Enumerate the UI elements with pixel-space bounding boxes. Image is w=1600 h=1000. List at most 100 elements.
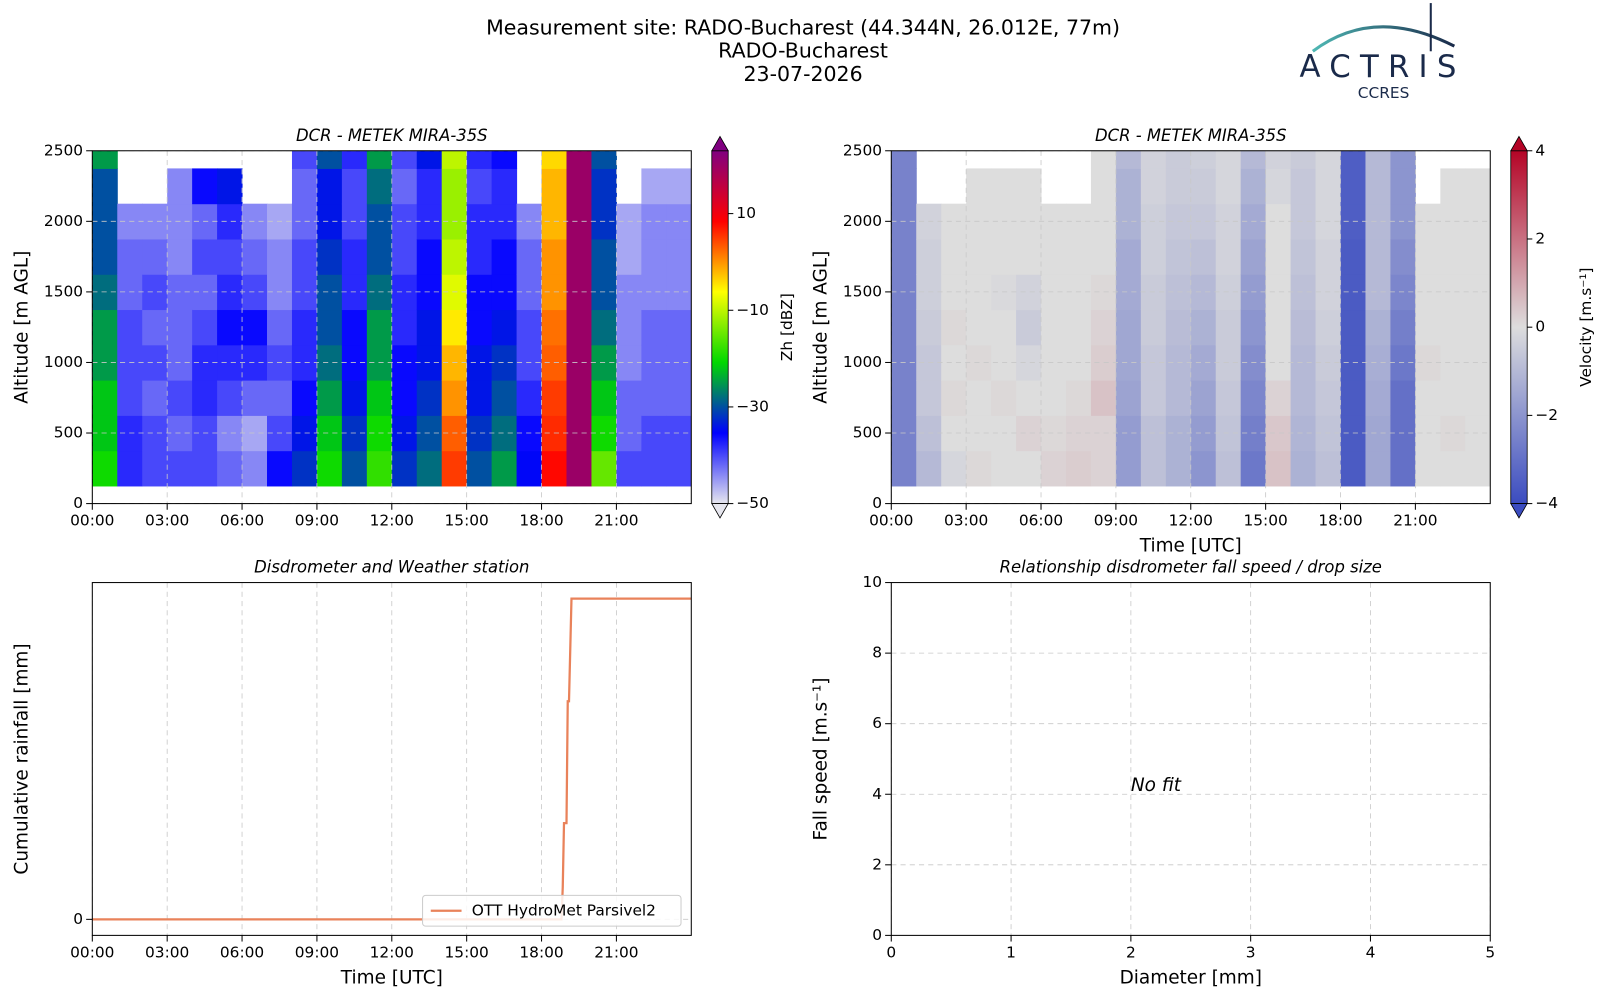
heatmap-cell [516, 309, 543, 346]
heatmap-cell [167, 309, 193, 346]
colorbar-tick-label: 0 [1535, 318, 1545, 336]
heatmap-cell [1190, 344, 1217, 381]
heatmap-cell [1165, 309, 1192, 346]
y-axis-label: Altitude [m AGL] [12, 251, 33, 404]
heatmap-cell [916, 450, 942, 487]
heatmap-cell [941, 274, 967, 311]
heatmap-cell [416, 380, 443, 416]
panel-title: DCR - METEK MIRA-35S [1095, 126, 1287, 145]
annotation: No fit [1131, 775, 1182, 796]
heatmap-cell [1265, 380, 1292, 416]
heatmap-cell [1115, 203, 1142, 240]
heatmap-cell [416, 238, 443, 275]
heatmap-cell [666, 238, 692, 275]
heatmap-cell [641, 380, 667, 416]
heatmap-cell [491, 274, 518, 311]
heatmap-cell [966, 450, 992, 487]
heatmap-cell [391, 238, 418, 275]
heatmap-cell [341, 238, 368, 275]
heatmap-cell [1115, 150, 1142, 169]
heatmap-cell [291, 150, 318, 169]
heatmap-cell [242, 309, 268, 346]
heatmap-cell [516, 450, 543, 487]
heatmap-cell [441, 168, 468, 205]
heatmap-cell [616, 309, 642, 346]
heatmap-cell [941, 415, 967, 452]
colorbar-extend-bottom [1510, 503, 1528, 519]
heatmap-cell [666, 450, 692, 487]
colorbar-tick-label: 4 [1535, 141, 1545, 159]
heatmap-cell [1215, 380, 1242, 416]
heatmap-cell [341, 309, 368, 346]
heatmap-cell [242, 203, 268, 240]
y-tick-label: 2 [872, 855, 882, 873]
heatmap-cell [1240, 450, 1267, 487]
heatmap-cell [1465, 168, 1491, 205]
heatmap-cell [366, 309, 393, 346]
heatmap-cell [1215, 450, 1242, 487]
x-tick-label: 4 [1366, 943, 1376, 961]
heatmap-cell [1041, 203, 1067, 240]
heatmap-cell [1365, 238, 1391, 275]
heatmap-cell [142, 274, 168, 311]
heatmap-cell [341, 168, 368, 205]
heatmap-cell [366, 380, 393, 416]
heatmap-cell [1090, 380, 1117, 416]
heatmap-cell [117, 380, 143, 416]
heatmap-cell [416, 450, 443, 487]
heatmap-cell [217, 450, 243, 487]
x-tick-label: 15:00 [1243, 512, 1287, 530]
heatmap-cell [1390, 309, 1416, 346]
heatmap-cell [1315, 238, 1342, 275]
heatmap-cell [641, 344, 667, 381]
heatmap-cell [316, 238, 343, 275]
heatmap-cell [117, 309, 143, 346]
heatmap-cell [1215, 238, 1242, 275]
heatmap-cell [1315, 380, 1342, 416]
heatmap-cell [466, 203, 493, 240]
heatmap-cell [666, 168, 692, 205]
heatmap-cell [167, 238, 193, 275]
heatmap-cell [566, 150, 592, 169]
heatmap-cell [391, 380, 418, 416]
heatmap-cell [1016, 309, 1042, 346]
heatmap-cell [1365, 203, 1391, 240]
x-tick-label: 03:00 [145, 943, 189, 961]
heatmap-cell [966, 168, 992, 205]
x-tick-label: 2 [1126, 943, 1136, 961]
heatmap-cell [591, 150, 617, 169]
heatmap-cell [1016, 380, 1042, 416]
heatmap-cell [142, 203, 168, 240]
panel-title: Disdrometer and Weather station [254, 558, 529, 577]
heatmap-cell [1140, 380, 1167, 416]
colorbar-extend-top [711, 135, 729, 152]
heatmap-cell [966, 380, 992, 416]
heatmap-cell [1365, 150, 1391, 169]
x-tick-label: 5 [1485, 943, 1495, 961]
heatmap-cell [1440, 309, 1466, 346]
heatmap-cell [1115, 450, 1142, 487]
colorbar-tick-label: 10 [736, 204, 756, 222]
legend-box [422, 894, 682, 927]
heatmap-cell [916, 309, 942, 346]
heatmap-cell [441, 238, 468, 275]
heatmap-cell [566, 203, 592, 240]
heatmap-cell [1140, 450, 1167, 487]
x-tick-label: 09:00 [295, 943, 339, 961]
heatmap-cell [92, 450, 118, 487]
x-axis-label: Diameter [mm] [1120, 967, 1262, 988]
heatmap-cell [242, 344, 268, 381]
heatmap-cell [1365, 415, 1391, 452]
heatmap-cell [1390, 238, 1416, 275]
y-tick-label: 1000 [843, 353, 882, 371]
axes-frame [91, 150, 692, 505]
heatmap-cell [316, 274, 343, 311]
heatmap-cell [1115, 380, 1142, 416]
y-tick-label: 0 [872, 494, 882, 512]
heatmap-cell [491, 415, 518, 452]
plot-area [891, 150, 1491, 504]
heatmap-cell [466, 415, 493, 452]
heatmap-cell [491, 150, 518, 169]
heatmap-cell [666, 380, 692, 416]
